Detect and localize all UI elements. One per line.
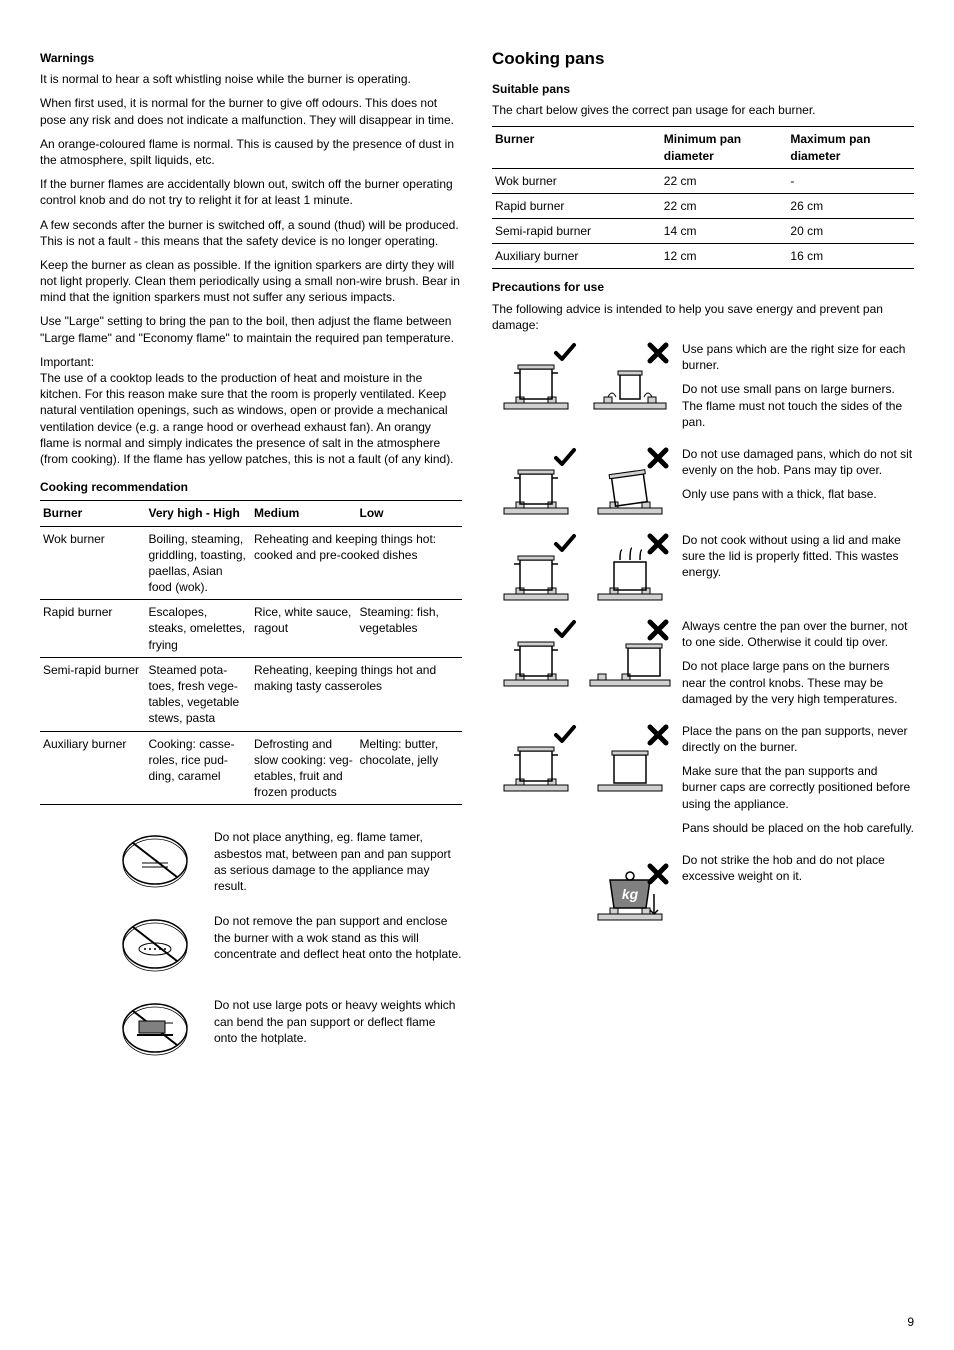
cooking-rec-table: Burner Very high - High Medium Low Wok b… <box>40 500 462 805</box>
warning-p2: When first used, it is normal for the bu… <box>40 95 462 127</box>
pan-r2-c0: Semi-rapid burner <box>492 219 661 244</box>
pan-table: Burner Minimum pan diameter Maximum pan … <box>492 126 914 269</box>
tilted-pan-bad-icon <box>586 446 674 524</box>
rec-r3-c3: Melting: but­ter, choco­late, jelly <box>357 731 463 805</box>
small-pan-bad-icon <box>586 341 674 419</box>
lid-ok-icon <box>492 532 580 610</box>
warning-p5: A few seconds after the burner is switch… <box>40 217 462 249</box>
cooking-pans-heading: Cooking pans <box>492 48 914 71</box>
left-icon-text-1: Do not place anything, eg. flame tamer, … <box>214 825 462 894</box>
warning-p7: Use "Large" setting to bring the pan to … <box>40 313 462 345</box>
pan-r2-c2: 20 cm <box>787 219 914 244</box>
pan-r3-c0: Auxiliary burner <box>492 244 661 269</box>
offcenter-bad-icon <box>586 618 674 696</box>
left-icon-row-3: Do not use large pots or heavy weights w… <box>110 993 462 1063</box>
important-label: Important: <box>40 355 94 369</box>
suitable-pans-heading: Suitable pans <box>492 81 914 97</box>
rec-r1-c0: Rapid burner <box>40 600 146 658</box>
centered-ok-icon <box>492 618 580 696</box>
page-number: 9 <box>907 1314 914 1330</box>
pan-r3-c2: 16 cm <box>787 244 914 269</box>
left-column: Warnings It is normal to hear a soft whi… <box>40 48 462 1077</box>
pan-r0-c2: - <box>787 168 914 193</box>
prec4b-text: Do not place large pans on the burners n… <box>682 658 914 707</box>
precaution-row-3: Do not cook without using a lid and make… <box>492 532 914 610</box>
warning-p1: It is normal to hear a soft whistling no… <box>40 71 462 87</box>
warnings-heading: Warnings <box>40 50 462 66</box>
pan-intro: The chart below gives the correct pan us… <box>492 102 914 118</box>
rec-r3-c2: Defrosting and slow cooking: veg­etables… <box>251 731 357 805</box>
left-icon-row-1: Do not place anything, eg. flame tamer, … <box>110 825 462 895</box>
rec-r1-c2: Rice, white sauce, ragout <box>251 600 357 658</box>
rec-th-2: Medium <box>251 501 357 526</box>
warning-p4: If the burner flames are accidentally bl… <box>40 176 462 208</box>
warning-p3: An orange-coloured flame is normal. This… <box>40 136 462 168</box>
rec-r3-c1: Cooking: casse­roles, rice pud­ding, car… <box>146 731 252 805</box>
no-support-bad-icon <box>586 723 674 801</box>
precaution-row-4: Always centre the pan over the burner, n… <box>492 618 914 715</box>
pan-r0-c1: 22 cm <box>661 168 788 193</box>
rec-r2-c0: Semi-rapid burner <box>40 657 146 731</box>
rec-r2-c1: Steamed pota­toes, fresh vege­tables, ve… <box>146 657 252 731</box>
prec3-text: Do not cook without using a lid and make… <box>682 532 914 581</box>
left-icon-text-2: Do not remove the pan support and enclos… <box>214 909 462 962</box>
right-column: Cooking pans Suitable pans The chart bel… <box>492 48 914 1077</box>
pan-r1-c1: 22 cm <box>661 193 788 218</box>
cooking-rec-heading: Cooking recommendation <box>40 479 462 495</box>
rec-r1-c1: Escalopes, steaks, ome­lettes, frying <box>146 600 252 658</box>
pan-r2-c1: 14 cm <box>661 219 788 244</box>
prec1b-text: Do not use small pans on large burners. … <box>682 381 914 430</box>
flat-pan-ok-icon <box>492 446 580 524</box>
pan-r1-c0: Rapid burner <box>492 193 661 218</box>
no-lid-bad-icon <box>586 532 674 610</box>
prec2a-text: Do not use damaged pans, which do not si… <box>682 446 914 478</box>
important-paragraph: Important: The use of a cooktop leads to… <box>40 354 462 467</box>
warning-p6: Keep the burner as clean as possible. If… <box>40 257 462 306</box>
precaution-row-2: Do not use damaged pans, which do not si… <box>492 446 914 524</box>
wok-stand-icon <box>115 909 195 979</box>
rec-th-0: Burner <box>40 501 146 526</box>
pan-r0-c0: Wok burner <box>492 168 661 193</box>
prec5b-text: Make sure that the pan supports and burn… <box>682 763 914 812</box>
right-size-pan-ok-icon <box>492 341 580 419</box>
pan-r1-c2: 26 cm <box>787 193 914 218</box>
left-icon-text-3: Do not use large pots or heavy weights w… <box>214 993 462 1046</box>
prec5c-text: Pans should be placed on the hob careful… <box>682 820 914 836</box>
left-icon-row-2: Do not remove the pan support and enclos… <box>110 909 462 979</box>
rec-r0-c0: Wok burner <box>40 526 146 600</box>
prec4a-text: Always centre the pan over the burner, n… <box>682 618 914 650</box>
precaution-row-1: Use pans which are the right size for ea… <box>492 341 914 438</box>
prec2b-text: Only use pans with a thick, flat base. <box>682 486 914 502</box>
heavy-pot-icon <box>115 993 195 1063</box>
rec-r3-c0: Auxiliary burner <box>40 731 146 805</box>
rec-r0-c1: Boiling, steam­ing, griddling, toasting,… <box>146 526 252 600</box>
precaution-row-6: Do not strike the hob and do not place e… <box>492 852 914 930</box>
rec-r2-c2span: Reheating, keeping things hot and making… <box>251 657 462 731</box>
important-text: The use of a cooktop leads to the produc… <box>40 371 454 466</box>
prec6-text: Do not strike the hob and do not place e… <box>682 852 914 884</box>
precaution-row-5: Place the pans on the pan supports, neve… <box>492 723 914 844</box>
precautions-intro: The following advice is intended to help… <box>492 301 914 333</box>
kg-weight-bad-icon <box>586 852 674 930</box>
prec5a-text: Place the pans on the pan supports, neve… <box>682 723 914 755</box>
pan-th-0: Burner <box>492 127 661 168</box>
pan-r3-c1: 12 cm <box>661 244 788 269</box>
rec-th-1: Very high - High <box>146 501 252 526</box>
rec-r1-c3: Steaming: fish, vegeta­bles <box>357 600 463 658</box>
rec-th-3: Low <box>357 501 463 526</box>
flame-tamer-icon <box>115 825 195 895</box>
rec-r0-c2span: Reheating and keeping things hot: cooked… <box>251 526 462 600</box>
pan-th-2: Maximum pan diameter <box>787 127 914 168</box>
support-ok-icon <box>492 723 580 801</box>
pan-th-1: Minimum pan diameter <box>661 127 788 168</box>
precautions-heading: Precautions for use <box>492 279 914 295</box>
prec1a-text: Use pans which are the right size for ea… <box>682 341 914 373</box>
